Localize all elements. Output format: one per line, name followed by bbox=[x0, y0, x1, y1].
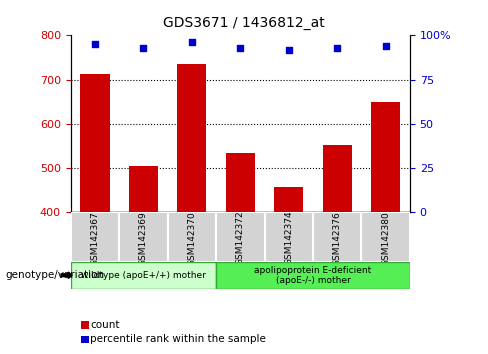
Text: GSM142372: GSM142372 bbox=[236, 211, 245, 266]
Text: GSM142370: GSM142370 bbox=[187, 211, 196, 266]
Text: GSM142367: GSM142367 bbox=[90, 211, 100, 266]
Bar bbox=[81, 74, 109, 212]
Text: GDS3671 / 1436812_at: GDS3671 / 1436812_at bbox=[163, 16, 325, 30]
Text: GSM142374: GSM142374 bbox=[285, 211, 293, 266]
Text: percentile rank within the sample: percentile rank within the sample bbox=[90, 334, 266, 344]
Text: GSM142380: GSM142380 bbox=[381, 211, 390, 266]
Text: apolipoprotein E-deficient
(apoE-/-) mother: apolipoprotein E-deficient (apoE-/-) mot… bbox=[254, 266, 372, 285]
Text: GSM142376: GSM142376 bbox=[333, 211, 342, 266]
Bar bbox=[216, 212, 264, 262]
Bar bbox=[71, 262, 216, 289]
Bar bbox=[216, 262, 410, 289]
Text: count: count bbox=[90, 320, 120, 330]
Bar bbox=[371, 102, 400, 212]
Bar bbox=[274, 187, 304, 212]
Bar bbox=[119, 212, 168, 262]
Bar bbox=[129, 166, 158, 212]
Bar bbox=[71, 212, 119, 262]
Point bbox=[285, 47, 293, 52]
Point bbox=[236, 45, 244, 51]
Text: GSM142369: GSM142369 bbox=[139, 211, 148, 266]
Point bbox=[91, 41, 99, 47]
Point bbox=[333, 45, 341, 51]
Text: wildtype (apoE+/+) mother: wildtype (apoE+/+) mother bbox=[81, 271, 206, 280]
Point bbox=[140, 45, 147, 51]
Bar bbox=[168, 212, 216, 262]
Point bbox=[188, 40, 196, 45]
Point bbox=[382, 43, 389, 49]
Bar bbox=[362, 212, 410, 262]
Bar bbox=[226, 153, 255, 212]
Bar bbox=[264, 212, 313, 262]
Text: genotype/variation: genotype/variation bbox=[5, 270, 104, 280]
Bar bbox=[323, 145, 352, 212]
Bar bbox=[313, 212, 362, 262]
Bar bbox=[177, 64, 206, 212]
